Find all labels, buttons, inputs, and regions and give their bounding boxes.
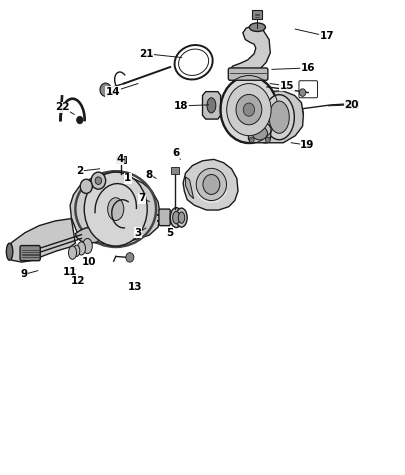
FancyBboxPatch shape: [171, 167, 179, 173]
Text: 7: 7: [138, 193, 146, 203]
Text: 3: 3: [134, 228, 141, 238]
FancyBboxPatch shape: [252, 10, 262, 19]
Ellipse shape: [6, 243, 13, 260]
Text: 21: 21: [139, 49, 153, 59]
Text: 16: 16: [301, 63, 315, 73]
Text: 14: 14: [106, 86, 120, 96]
Polygon shape: [183, 159, 238, 210]
Circle shape: [227, 84, 271, 136]
Polygon shape: [75, 227, 102, 243]
Text: 5: 5: [166, 228, 174, 238]
Text: 15: 15: [280, 81, 294, 91]
Text: 9: 9: [21, 269, 28, 279]
Polygon shape: [8, 218, 75, 262]
Ellipse shape: [196, 168, 226, 200]
Circle shape: [100, 83, 111, 96]
Ellipse shape: [73, 245, 80, 256]
Circle shape: [126, 253, 134, 262]
Ellipse shape: [249, 23, 265, 31]
Circle shape: [249, 137, 254, 143]
Circle shape: [84, 172, 147, 246]
Text: 20: 20: [345, 100, 359, 110]
Ellipse shape: [269, 101, 289, 133]
Text: 18: 18: [174, 101, 189, 111]
Ellipse shape: [203, 174, 220, 194]
Circle shape: [265, 137, 270, 143]
Text: 19: 19: [300, 140, 315, 150]
Polygon shape: [229, 25, 270, 79]
Circle shape: [80, 179, 92, 193]
Text: 17: 17: [320, 31, 334, 41]
FancyBboxPatch shape: [20, 246, 40, 261]
Ellipse shape: [178, 212, 185, 223]
Text: 2: 2: [76, 166, 83, 176]
Ellipse shape: [83, 238, 92, 254]
Text: 12: 12: [71, 276, 85, 286]
Text: 8: 8: [146, 170, 153, 180]
Ellipse shape: [221, 76, 277, 143]
Ellipse shape: [173, 211, 180, 224]
Polygon shape: [70, 173, 160, 243]
Ellipse shape: [108, 198, 124, 220]
Polygon shape: [202, 92, 221, 119]
Polygon shape: [185, 177, 194, 199]
FancyBboxPatch shape: [345, 100, 358, 108]
Ellipse shape: [176, 208, 187, 227]
Polygon shape: [254, 91, 303, 143]
FancyBboxPatch shape: [116, 156, 126, 163]
Ellipse shape: [77, 242, 85, 255]
Text: 13: 13: [128, 282, 142, 292]
Ellipse shape: [170, 208, 182, 228]
Ellipse shape: [252, 127, 267, 140]
Ellipse shape: [68, 246, 77, 259]
Circle shape: [91, 172, 106, 189]
Circle shape: [236, 95, 262, 125]
FancyBboxPatch shape: [228, 68, 268, 80]
Polygon shape: [159, 209, 170, 226]
Polygon shape: [249, 123, 271, 143]
Ellipse shape: [264, 95, 294, 140]
Circle shape: [77, 116, 83, 124]
Text: 22: 22: [55, 102, 69, 112]
Text: 11: 11: [63, 267, 77, 277]
Text: 6: 6: [173, 148, 180, 158]
Ellipse shape: [207, 98, 216, 113]
Text: 4: 4: [116, 154, 124, 164]
Circle shape: [95, 177, 102, 184]
Text: 10: 10: [82, 257, 97, 267]
Text: 1: 1: [124, 173, 132, 183]
Circle shape: [243, 103, 255, 116]
Circle shape: [299, 89, 306, 96]
